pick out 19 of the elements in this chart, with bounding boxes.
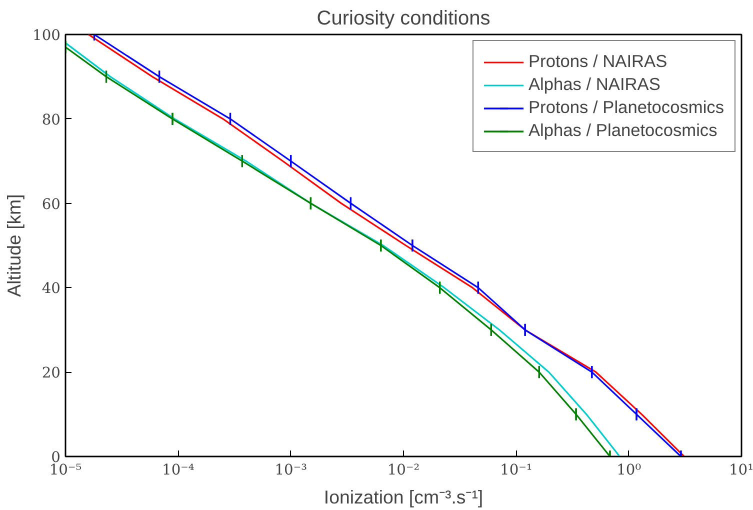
x-tick-label: 10⁻⁴ xyxy=(162,462,194,478)
x-tick-label: 10⁻¹ xyxy=(500,462,532,478)
chart-title: Curiosity conditions xyxy=(316,8,490,30)
x-tick-label: 10⁻² xyxy=(387,462,420,478)
legend-label: Protons / NAIRAS xyxy=(528,51,668,72)
x-tick-label: 10¹ xyxy=(728,462,753,478)
y-tick-label: 100 xyxy=(32,27,61,44)
y-tick-label: 40 xyxy=(42,280,61,298)
y-tick-label: 20 xyxy=(42,364,61,382)
y-axis-title: Altitude [km] xyxy=(4,194,25,297)
x-tick-label: 10⁻⁵ xyxy=(49,462,82,478)
x-tick-label: 10⁰ xyxy=(616,462,642,478)
legend-label: Alphas / Planetocosmics xyxy=(528,120,718,141)
x-axis-title: Ionization [cm⁻³.s⁻¹] xyxy=(324,486,484,508)
y-tick-label: 60 xyxy=(42,196,61,213)
legend-label: Protons / Planetocosmics xyxy=(528,97,724,118)
y-tick-label: 80 xyxy=(42,111,61,128)
x-tick-label: 10⁻³ xyxy=(274,462,308,478)
legend-label: Alphas / NAIRAS xyxy=(528,74,660,95)
